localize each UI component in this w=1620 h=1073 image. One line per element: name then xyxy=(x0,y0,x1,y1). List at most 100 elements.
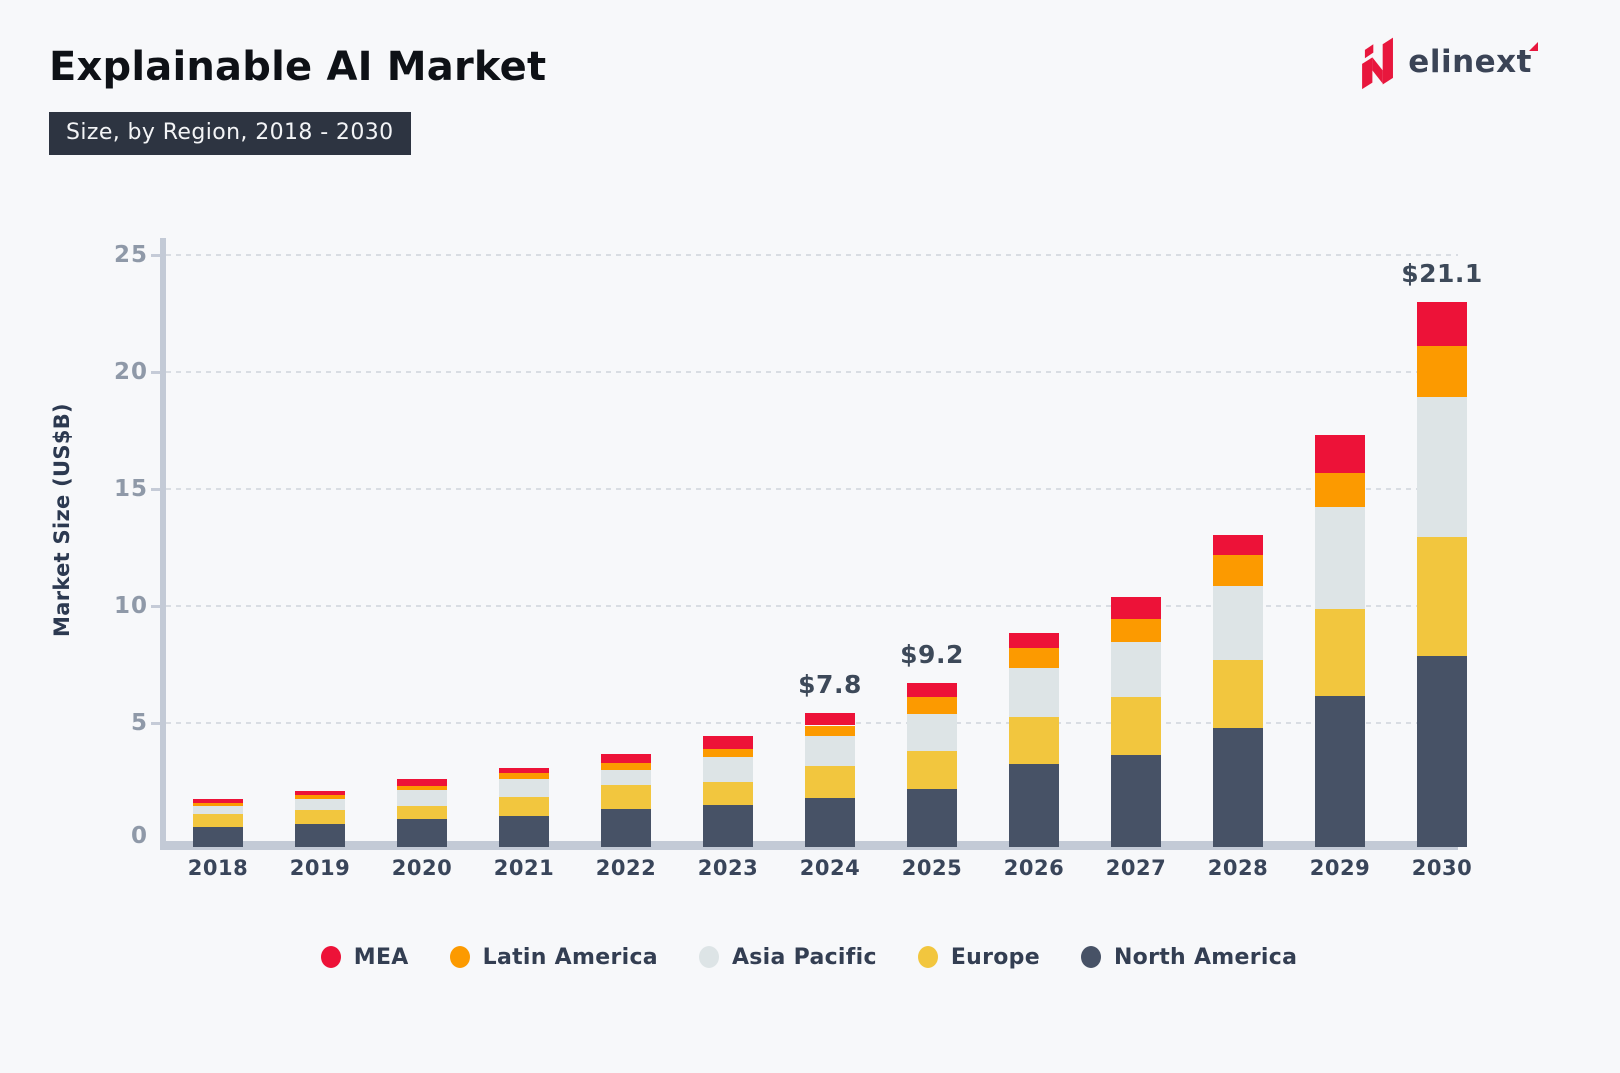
elinext-logo: elinext xyxy=(1357,33,1539,91)
y-tick-label-20: 20 xyxy=(113,359,148,385)
value-label-2024: $7.8 xyxy=(798,669,862,699)
legend-label: MEA xyxy=(353,944,409,970)
segment-asia-pacific xyxy=(1315,506,1365,609)
segment-latin-america xyxy=(601,762,651,770)
segment-mea xyxy=(1417,301,1467,347)
legend-label: Europe xyxy=(950,944,1040,970)
segment-mea xyxy=(805,712,855,726)
legend-dot-mea xyxy=(320,946,341,968)
segment-mea xyxy=(1213,534,1263,555)
y-tick-10 xyxy=(151,605,160,608)
x-tick-label-2022: 2022 xyxy=(595,856,657,880)
legend-label: North America xyxy=(1113,944,1298,970)
segment-asia-pacific xyxy=(295,799,345,810)
segment-north-america xyxy=(703,805,753,847)
segment-mea xyxy=(703,736,753,749)
x-tick-label-2020: 2020 xyxy=(391,856,453,880)
legend-item-mea: MEA xyxy=(320,944,409,970)
segment-north-america xyxy=(1009,764,1059,847)
legend-label: Asia Pacific xyxy=(731,944,877,970)
x-tick-label-2030: 2030 xyxy=(1411,856,1473,880)
legend-dot-asia-pacific xyxy=(698,946,719,968)
x-tick-label-2018: 2018 xyxy=(187,856,249,880)
legend-item-latin-america: Latin America xyxy=(449,945,658,970)
y-tick-label-15: 15 xyxy=(113,476,148,502)
segment-mea xyxy=(193,799,243,803)
segment-europe xyxy=(703,781,753,806)
legend-dot-north-america xyxy=(1080,946,1101,968)
legend-item-europe: Europe xyxy=(917,944,1040,970)
y-tick-label-25: 25 xyxy=(113,242,148,268)
segment-mea xyxy=(1315,435,1365,473)
x-tick-label-2029: 2029 xyxy=(1309,856,1371,880)
x-tick-label-2026: 2026 xyxy=(1003,856,1065,880)
segment-europe xyxy=(805,766,855,799)
segment-north-america xyxy=(397,819,447,847)
segment-europe xyxy=(1315,608,1365,697)
segment-north-america xyxy=(1417,656,1467,847)
segment-north-america xyxy=(193,827,243,847)
segment-latin-america xyxy=(1213,554,1263,587)
segment-latin-america xyxy=(499,773,549,780)
segment-north-america xyxy=(295,823,345,847)
segment-asia-pacific xyxy=(907,713,957,752)
segment-latin-america xyxy=(1111,619,1161,643)
value-label-2025: $9.2 xyxy=(900,640,964,670)
legend-item-asia-pacific: Asia Pacific xyxy=(698,944,877,970)
subtitle-badge: Size, by Region, 2018 - 2030 xyxy=(49,112,411,155)
segment-europe xyxy=(601,785,651,809)
y-tick-label-0: 0 xyxy=(130,823,148,849)
segment-latin-america xyxy=(703,748,753,758)
segment-north-america xyxy=(499,815,549,847)
value-label-2030: $21.1 xyxy=(1401,258,1483,288)
x-tick-label-2021: 2021 xyxy=(493,856,555,880)
legend-dot-europe xyxy=(917,946,938,968)
segment-latin-america xyxy=(1315,472,1365,507)
y-tick-label-10: 10 xyxy=(113,593,148,619)
segment-latin-america xyxy=(295,794,345,800)
segment-mea xyxy=(499,767,549,774)
segment-latin-america xyxy=(193,802,243,807)
segment-latin-america xyxy=(805,725,855,737)
segment-europe xyxy=(907,751,957,789)
legend-item-north-america: North America xyxy=(1080,944,1298,970)
segment-asia-pacific xyxy=(1111,642,1161,698)
y-tick-20 xyxy=(151,371,160,374)
segment-asia-pacific xyxy=(1417,396,1467,538)
gridline-15 xyxy=(166,488,1458,490)
segment-latin-america xyxy=(1009,648,1059,669)
x-tick-label-2023: 2023 xyxy=(697,856,759,880)
segment-europe xyxy=(1213,659,1263,728)
segment-latin-america xyxy=(907,697,957,714)
segment-europe xyxy=(1009,717,1059,765)
segment-asia-pacific xyxy=(397,789,447,807)
x-tick-label-2027: 2027 xyxy=(1105,856,1167,880)
segment-mea xyxy=(1009,633,1059,649)
gridline-20 xyxy=(166,371,1458,373)
y-tick-label-5: 5 xyxy=(130,710,148,736)
segment-europe xyxy=(1417,537,1467,657)
y-axis-line xyxy=(160,238,166,850)
segment-asia-pacific xyxy=(703,757,753,782)
segment-north-america xyxy=(805,798,855,847)
x-tick-label-2028: 2028 xyxy=(1207,856,1269,880)
segment-europe xyxy=(295,809,345,824)
segment-europe xyxy=(499,796,549,816)
x-tick-label-2025: 2025 xyxy=(901,856,963,880)
page-title: Explainable AI Market xyxy=(49,44,547,90)
segment-north-america xyxy=(601,808,651,847)
segment-europe xyxy=(193,814,243,828)
segment-mea xyxy=(907,683,957,698)
segment-asia-pacific xyxy=(601,769,651,786)
segment-asia-pacific xyxy=(805,736,855,767)
segment-asia-pacific xyxy=(499,779,549,797)
segment-mea xyxy=(1111,596,1161,620)
segment-asia-pacific xyxy=(1213,586,1263,660)
x-tick-label-2024: 2024 xyxy=(799,856,861,880)
segment-europe xyxy=(397,806,447,820)
y-tick-25 xyxy=(151,254,160,257)
segment-europe xyxy=(1111,697,1161,755)
segment-latin-america xyxy=(1417,346,1467,397)
segment-mea xyxy=(601,753,651,763)
